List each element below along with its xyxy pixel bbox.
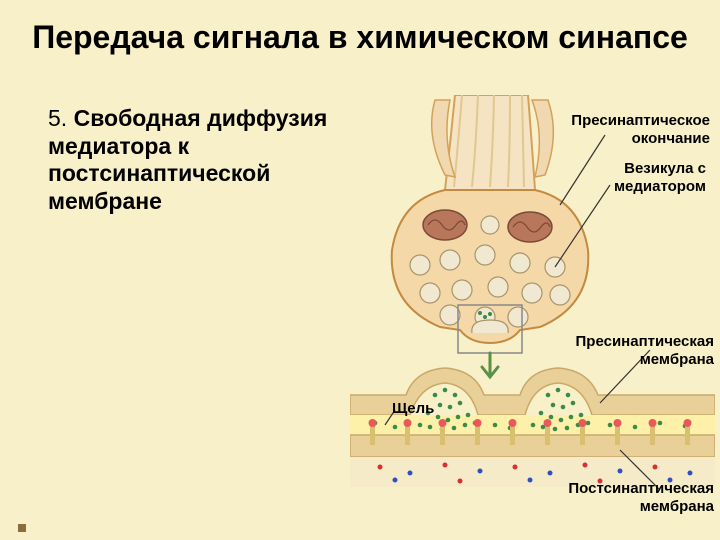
- synapse-diagram: [350, 95, 715, 515]
- diffusion-arrow: [482, 353, 498, 377]
- point-number: 5.: [48, 105, 67, 131]
- slide-body: 5. Свободная диффузия медиатора к постси…: [48, 105, 328, 215]
- postsynaptic-membrane: [350, 435, 715, 457]
- label-presynaptic-membrane: Пресинаптическая мембрана: [554, 333, 714, 369]
- point-text: Свободная диффузия медиатора к постсинап…: [48, 105, 327, 214]
- mitochondrion: [423, 210, 467, 240]
- slide-title: Передача сигнала в химическом синапсе: [0, 0, 720, 56]
- label-postsynaptic-membrane: Постсинаптическая мембрана: [544, 480, 714, 516]
- fusing-vesicle: [472, 320, 508, 333]
- label-cleft: Щель: [392, 400, 442, 418]
- label-vesicle: Везикула с медиатором: [576, 160, 706, 196]
- footer-bullet: [18, 524, 26, 532]
- label-presynaptic-ending: Пресинаптическое окончание: [540, 112, 710, 148]
- mitochondrion: [508, 212, 552, 242]
